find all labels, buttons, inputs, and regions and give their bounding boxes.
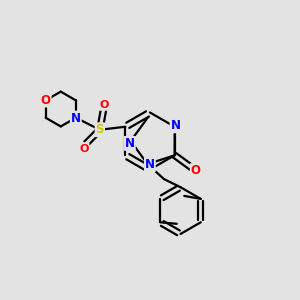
Text: O: O	[100, 100, 109, 110]
Text: N: N	[125, 137, 135, 150]
Text: N: N	[171, 119, 181, 132]
Text: S: S	[96, 123, 104, 136]
Text: O: O	[41, 94, 51, 106]
Text: N: N	[145, 158, 155, 171]
Text: O: O	[79, 144, 88, 154]
Text: N: N	[71, 112, 81, 124]
Text: O: O	[191, 164, 201, 177]
